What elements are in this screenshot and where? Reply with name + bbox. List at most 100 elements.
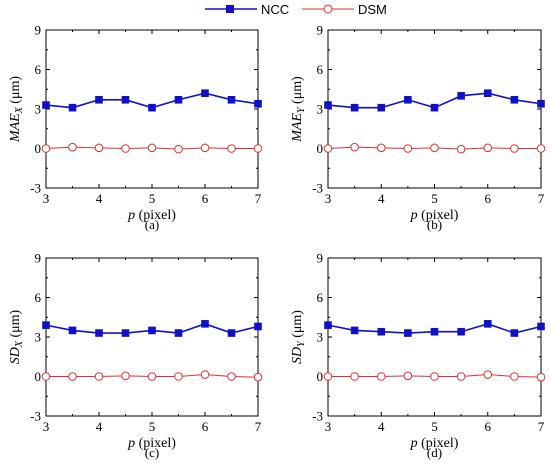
- data-point-dsm: [253, 372, 263, 382]
- data-point-dsm: [483, 143, 493, 153]
- y-tick-label: 3: [35, 102, 42, 117]
- x-tick-label: 3: [325, 191, 332, 206]
- data-point-ncc: [254, 322, 262, 331]
- x-tick-label: 6: [485, 419, 492, 434]
- y-tick-label: 0: [35, 369, 42, 384]
- y-tick-label: 0: [317, 141, 324, 156]
- x-tick-label: 7: [538, 419, 545, 434]
- data-point-dsm: [174, 372, 183, 381]
- y-tick-label: 9: [35, 23, 42, 38]
- data-point-ncc: [537, 99, 545, 108]
- y-axis-label: SDY (μm): [290, 310, 307, 364]
- x-axis-label: p (pixel): [410, 208, 459, 223]
- data-point-dsm: [376, 372, 386, 381]
- data-point-dsm: [121, 144, 130, 153]
- x-tick-label: 4: [378, 191, 385, 206]
- x-axis-label: p (pixel): [410, 436, 459, 451]
- data-point-dsm: [483, 370, 493, 379]
- data-point-dsm: [403, 144, 413, 153]
- x-tick-label: 3: [325, 419, 332, 434]
- data-point-ncc: [350, 103, 359, 112]
- data-point-ncc: [457, 92, 465, 100]
- data-point-dsm: [323, 372, 333, 381]
- panel-label: (c): [145, 445, 159, 460]
- y-tick-label: 3: [317, 102, 324, 117]
- data-point-ncc: [121, 95, 130, 104]
- data-point-dsm: [200, 143, 210, 153]
- legend-ncc-label: NCC: [261, 2, 289, 17]
- data-point-dsm: [253, 144, 263, 153]
- y-axis-label: MAEX (μm): [8, 76, 25, 143]
- data-point-ncc: [404, 329, 412, 337]
- data-point-dsm: [350, 372, 359, 381]
- data-point-dsm: [200, 370, 210, 379]
- data-point-dsm: [350, 142, 359, 152]
- data-point-ncc: [42, 101, 50, 109]
- data-point-dsm: [41, 144, 51, 153]
- data-point-ncc: [377, 327, 386, 336]
- legend: NCC DSM: [205, 2, 387, 17]
- data-point-ncc: [121, 329, 130, 337]
- data-point-dsm: [456, 144, 466, 154]
- data-point-dsm: [68, 372, 77, 381]
- panel-b: -3 0 3 6 9 3 4 5 6 7 p (pixel)(b) MAEY (μm): [290, 23, 546, 232]
- y-tick-label: 6: [35, 290, 42, 305]
- y-tick-label: -3: [30, 181, 41, 196]
- x-tick-label: 4: [96, 191, 103, 206]
- x-tick-label: 5: [149, 191, 156, 206]
- y-tick-label: 6: [317, 290, 324, 305]
- data-point-dsm: [403, 371, 413, 381]
- plot-frame: [45, 257, 259, 417]
- data-point-dsm: [94, 143, 104, 153]
- panel-a: -3 0 3 6 9 3 4 5 6 7 p (pixel)(a) MAEX (μm): [8, 23, 263, 232]
- x-tick-label: 5: [149, 419, 156, 434]
- x-tick-label: 7: [255, 419, 262, 434]
- data-point-ncc: [174, 329, 183, 337]
- data-point-ncc: [510, 329, 519, 337]
- data-point-ncc: [201, 89, 209, 97]
- data-point-dsm: [536, 372, 546, 382]
- y-tick-label: 9: [317, 251, 324, 266]
- data-point-ncc: [430, 103, 439, 112]
- data-point-dsm: [456, 372, 466, 381]
- data-point-ncc: [95, 329, 103, 337]
- data-point-ncc: [42, 321, 50, 329]
- x-tick-label: 5: [431, 419, 438, 434]
- data-point-dsm: [147, 372, 157, 381]
- data-point-ncc: [174, 95, 183, 104]
- data-point-dsm: [41, 372, 51, 381]
- y-axis-label: SDX (μm): [8, 309, 25, 364]
- x-axis-label: p (pixel): [127, 436, 176, 451]
- legend-ncc-marker: [226, 5, 234, 13]
- data-point-dsm: [323, 144, 333, 153]
- data-point-ncc: [201, 320, 209, 328]
- data-point-dsm: [94, 372, 104, 381]
- data-point-ncc: [377, 103, 386, 112]
- panel-label: (b): [427, 217, 442, 232]
- data-point-ncc: [404, 95, 412, 104]
- data-point-dsm: [376, 143, 386, 153]
- data-point-ncc: [227, 95, 236, 104]
- x-tick-label: 4: [378, 419, 385, 434]
- legend-dsm-marker: [323, 4, 333, 14]
- x-tick-label: 3: [43, 191, 50, 206]
- y-tick-label: 3: [317, 330, 324, 345]
- data-point-ncc: [324, 321, 332, 329]
- panel-label: (a): [145, 217, 159, 232]
- panel-label: (d): [427, 445, 442, 460]
- x-tick-label: 3: [43, 419, 50, 434]
- data-point-ncc: [430, 327, 439, 336]
- plot-frame: [327, 257, 542, 417]
- panel-c: -3 0 3 6 9 3 4 5 6 7 p (pixel)(c) SDX (μm): [8, 251, 263, 460]
- data-point-ncc: [510, 95, 519, 104]
- data-point-ncc: [148, 103, 156, 112]
- y-tick-label: 9: [317, 23, 324, 38]
- data-point-dsm: [121, 371, 130, 381]
- data-point-ncc: [350, 326, 359, 335]
- data-point-ncc: [254, 99, 262, 108]
- data-point-ncc: [95, 95, 103, 104]
- y-tick-label: 3: [35, 330, 42, 345]
- data-point-ncc: [68, 326, 77, 335]
- data-point-ncc: [457, 327, 465, 336]
- data-point-ncc: [324, 101, 332, 109]
